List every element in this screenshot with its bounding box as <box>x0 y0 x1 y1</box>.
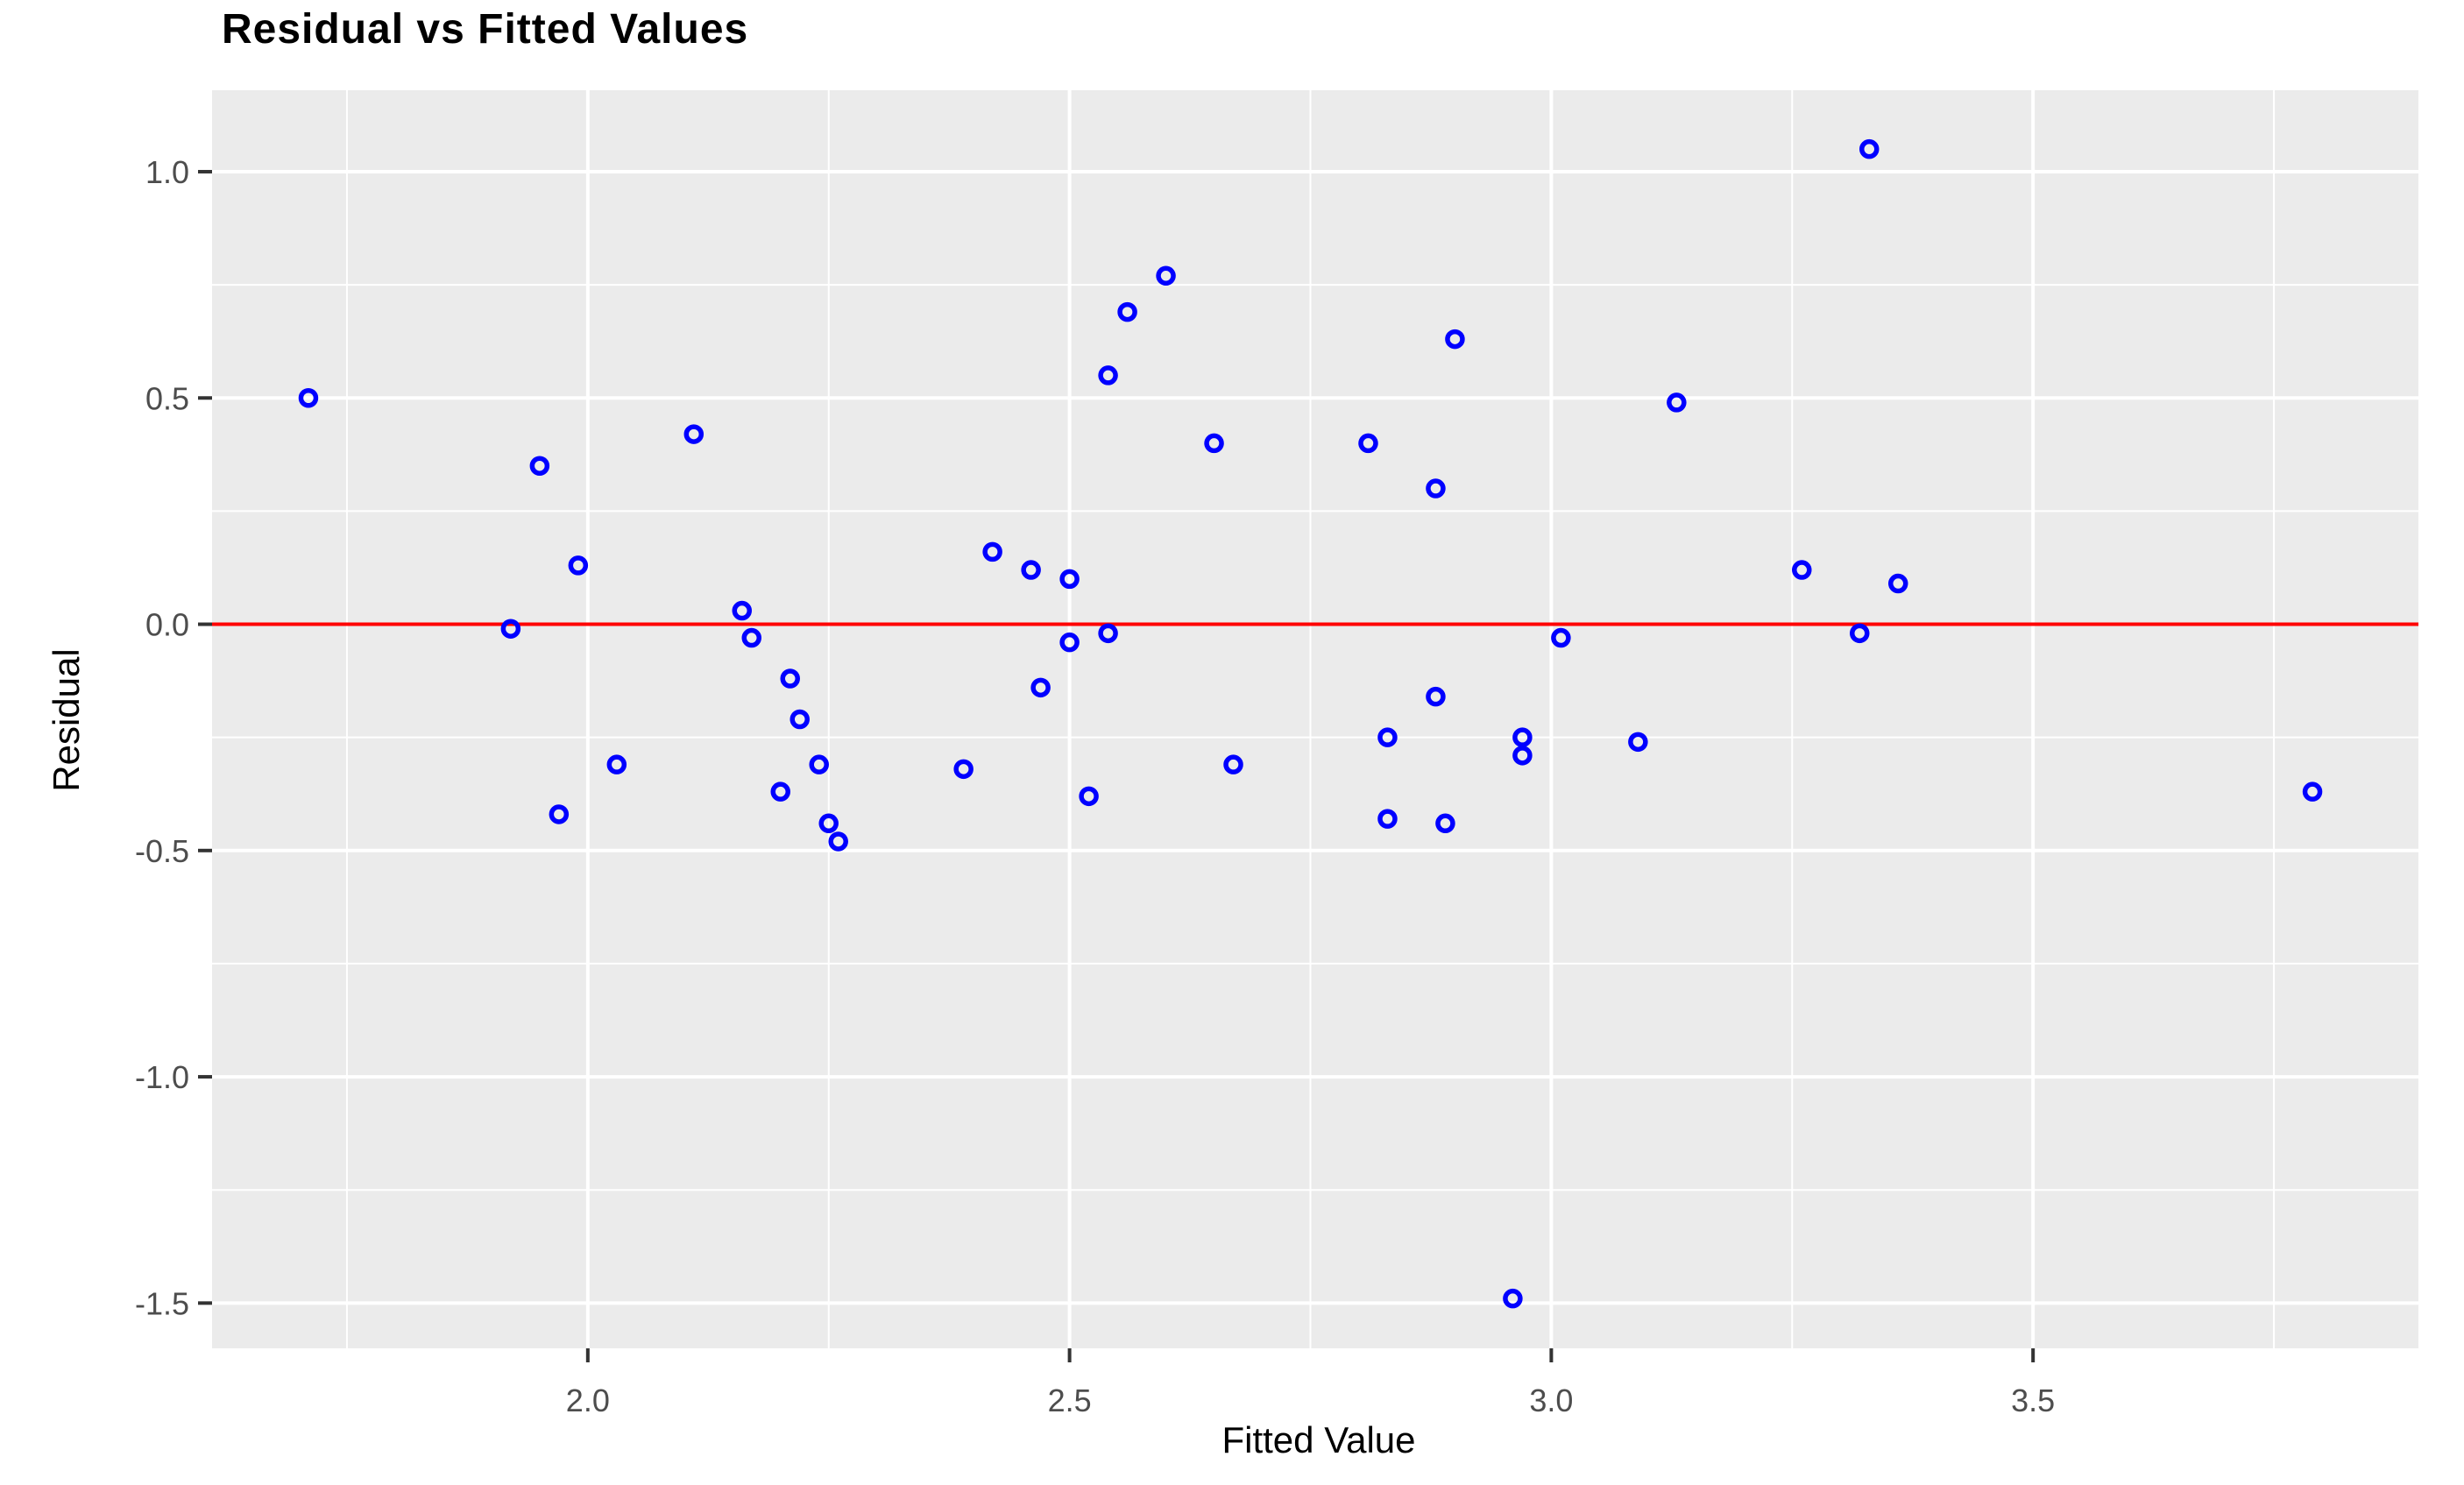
data-point <box>732 600 753 621</box>
panel-background <box>212 90 2418 1348</box>
data-point <box>770 781 790 802</box>
y-tick-label: 1.0 <box>145 154 189 190</box>
data-point <box>1850 623 1870 644</box>
data-point <box>1435 813 1455 834</box>
data-point <box>606 754 627 774</box>
y-tick-label: -0.5 <box>135 833 189 869</box>
data-point <box>549 804 570 824</box>
data-point <box>789 709 810 730</box>
chart-title: Residual vs Fitted Values <box>222 6 749 53</box>
data-point <box>1098 623 1118 644</box>
data-point <box>1117 301 1137 322</box>
data-point <box>1079 786 1099 807</box>
data-point <box>780 668 800 689</box>
x-tick-label: 3.5 <box>2011 1382 2055 1418</box>
x-axis-title: Fitted Value <box>1221 1419 1416 1460</box>
data-point <box>298 388 319 408</box>
data-point <box>1887 573 1908 594</box>
y-tick-label: -1.0 <box>135 1059 189 1095</box>
data-point <box>1792 560 1812 580</box>
y-tick-label: 0.5 <box>145 380 189 416</box>
data-point <box>1204 433 1224 454</box>
data-point <box>1021 560 1041 580</box>
data-point <box>1377 727 1398 747</box>
data-point <box>828 831 848 852</box>
data-point <box>1059 569 1080 590</box>
data-point <box>1503 1288 1523 1309</box>
data-point <box>529 456 550 476</box>
data-point <box>1059 632 1080 653</box>
data-point <box>1223 754 1243 774</box>
data-point <box>982 541 1002 562</box>
data-point <box>1426 478 1446 499</box>
data-point <box>568 555 589 576</box>
x-tick-label: 3.0 <box>1529 1382 1573 1418</box>
y-tick-label: -1.5 <box>135 1285 189 1321</box>
data-point <box>683 424 705 444</box>
data-point <box>1377 809 1398 829</box>
data-point <box>818 813 839 834</box>
data-point <box>1445 329 1465 350</box>
data-point <box>1156 265 1176 286</box>
data-point <box>1512 746 1533 766</box>
data-point <box>809 754 829 774</box>
data-point <box>1358 433 1378 454</box>
data-point <box>741 627 762 648</box>
data-point <box>2302 781 2323 802</box>
data-point <box>1859 138 1880 159</box>
y-tick-label: 0.0 <box>145 607 189 643</box>
data-point <box>1667 392 1687 413</box>
data-point <box>1030 677 1051 698</box>
data-point <box>1551 627 1571 648</box>
data-point <box>1512 727 1533 747</box>
data-point <box>1426 686 1446 707</box>
data-point <box>1098 365 1118 385</box>
x-tick-label: 2.5 <box>1048 1382 1092 1418</box>
data-point <box>500 619 521 639</box>
data-point <box>1628 732 1648 753</box>
data-point <box>953 759 974 780</box>
x-tick-label: 2.0 <box>566 1382 610 1418</box>
